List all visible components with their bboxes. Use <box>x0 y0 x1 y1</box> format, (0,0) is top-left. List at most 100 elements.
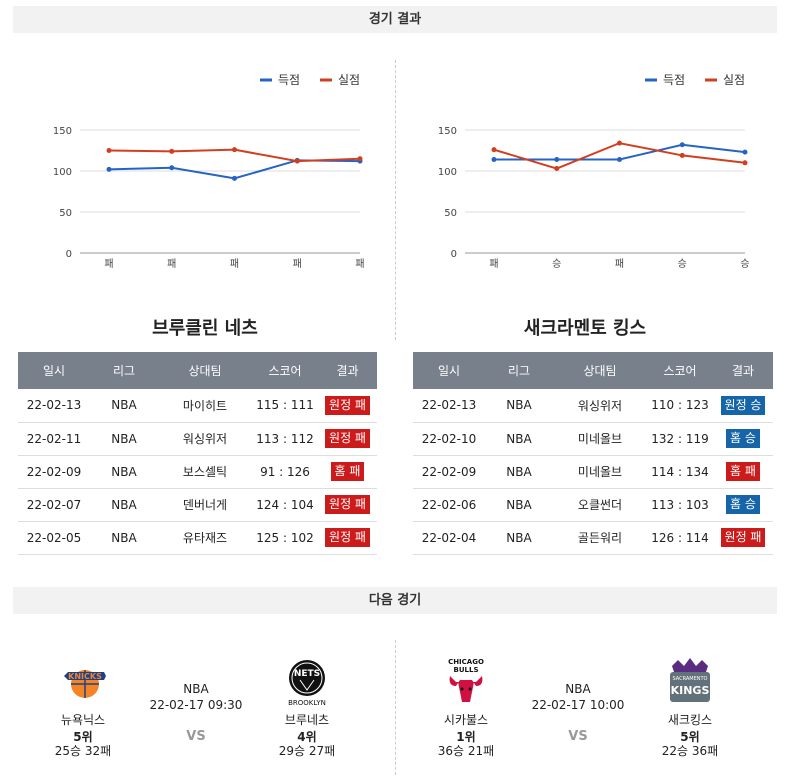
data-point-scored <box>742 149 748 155</box>
data-point-conceded <box>617 140 622 146</box>
chart-legend: 득점 실점 <box>260 73 360 87</box>
data-point-conceded <box>232 147 237 153</box>
home-team-record: 36승 21패 <box>437 744 495 758</box>
table-header: 상대팀 <box>553 352 647 389</box>
table-row: 22-02-11 NBA 워싱위저 113 : 112 원정 패 <box>18 422 377 456</box>
x-tick-label: 승 <box>678 258 687 270</box>
bulls-logo-text: CHICAGO <box>448 658 484 666</box>
cell-opponent: 워싱위저 <box>158 422 252 456</box>
nets-logo: NETS BROOKLYN <box>288 660 326 707</box>
cell-league: NBA <box>90 521 158 555</box>
team-title-brooklyn: 브루클린 네츠 <box>152 318 258 339</box>
data-point-conceded <box>357 156 363 162</box>
table-header: 결과 <box>713 352 773 389</box>
y-tick-label: 0 <box>66 249 72 260</box>
next-divider <box>395 640 396 775</box>
table-header: 리그 <box>90 352 158 389</box>
table-header: 일시 <box>18 352 90 389</box>
table-header: 일시 <box>413 352 485 389</box>
cell-score: 113 : 103 <box>647 488 713 522</box>
data-point-scored <box>554 157 560 163</box>
table-row: 22-02-07 NBA 덴버너게 124 : 104 원정 패 <box>18 488 377 522</box>
data-point-scored <box>106 166 112 172</box>
away-team-name: 새크킹스 <box>667 713 713 727</box>
svg-text:KNICKS: KNICKS <box>68 672 102 681</box>
y-tick-label: 150 <box>53 126 72 137</box>
result-badge: 홈 승 <box>726 495 760 514</box>
cell-date: 22-02-10 <box>413 422 485 456</box>
table-row: 22-02-10 NBA 미네올브 132 : 119 홈 승 <box>413 422 773 456</box>
result-badge: 원정 패 <box>325 395 370 415</box>
cell-league: NBA <box>485 521 553 555</box>
table-row: 22-02-09 NBA 보스셀틱 91 : 126 홈 패 <box>18 455 377 489</box>
cell-league: NBA <box>485 488 553 522</box>
cell-date: 22-02-13 <box>18 389 90 423</box>
data-point-conceded <box>169 148 175 154</box>
result-badge: 원정 패 <box>325 429 370 448</box>
legend-label-scored: 득점 <box>278 73 300 87</box>
legend-label-scored: 득점 <box>663 73 685 87</box>
bulls-logo-sub: BULLS <box>454 666 479 674</box>
data-point-conceded <box>679 152 685 158</box>
next-section-title: 다음 경기 <box>13 587 777 614</box>
cell-opponent: 미네올브 <box>553 422 647 456</box>
home-team-name: 뉴욕닉스 <box>60 713 106 727</box>
cell-score: 114 : 134 <box>647 455 713 489</box>
home-team-rank: 1위 <box>456 730 476 744</box>
cell-result: 원정 패 <box>318 521 377 555</box>
away-team-rank: 5위 <box>680 730 700 744</box>
cell-result: 원정 패 <box>318 488 377 522</box>
cell-league: NBA <box>485 422 553 456</box>
cell-date: 22-02-13 <box>413 389 485 423</box>
legend-label-conceded: 실점 <box>723 73 745 87</box>
result-badge: 홈 패 <box>330 462 365 481</box>
game-league: NBA <box>183 682 209 696</box>
away-team-record: 29승 27패 <box>278 744 336 758</box>
x-tick-label: 승 <box>740 258 749 270</box>
cell-opponent: 보스셀틱 <box>158 455 252 489</box>
series-line-scored <box>108 159 361 180</box>
cell-score: 113 : 112 <box>252 422 318 456</box>
cell-result: 원정 패 <box>318 422 377 456</box>
table-header: 상대팀 <box>158 352 252 389</box>
chart-sacramento: 득점 실점 0 50 100 150 패 승 패 승 승 <box>438 73 750 270</box>
cell-opponent: 골든워리 <box>553 521 647 555</box>
y-tick-label: 150 <box>438 126 457 137</box>
x-tick-label: 패 <box>167 258 176 270</box>
cell-date: 22-02-06 <box>413 488 485 522</box>
kings-logo: SACRAMENTO KINGS <box>670 658 710 702</box>
data-point-scored <box>232 175 237 181</box>
cell-result: 원정 패 <box>713 521 773 555</box>
cell-date: 22-02-11 <box>18 422 90 456</box>
data-point-conceded <box>491 147 497 153</box>
cell-result: 원정 패 <box>318 389 377 423</box>
data-point-scored <box>491 157 497 163</box>
table-header: 리그 <box>485 352 553 389</box>
x-tick-label: 패 <box>355 258 364 270</box>
away-team-name: 브루네츠 <box>284 713 330 727</box>
table-row: 22-02-13 NBA 워싱위저 110 : 123 원정 승 <box>413 389 773 423</box>
table-header: 결과 <box>318 352 377 389</box>
home-team-name: 시카불스 <box>443 713 489 727</box>
cell-league: NBA <box>90 488 158 522</box>
y-tick-label: 100 <box>53 167 72 178</box>
cell-result: 홈 승 <box>713 488 773 522</box>
data-point-conceded <box>106 148 112 153</box>
y-tick-label: 100 <box>438 167 457 178</box>
chart-legend: 득점 실점 <box>645 73 745 87</box>
vs-label: VS <box>568 729 588 744</box>
table-row: 22-02-09 NBA 미네올브 114 : 134 홈 패 <box>413 455 773 489</box>
bulls-logo: CHICAGO BULLS <box>448 658 484 702</box>
x-tick-label: 패 <box>489 258 498 270</box>
cell-opponent: 미네올브 <box>553 455 647 489</box>
away-team-rank: 4위 <box>297 730 317 744</box>
table-header: 스코어 <box>647 352 713 389</box>
home-team-rank: 5위 <box>73 730 93 744</box>
cell-date: 22-02-04 <box>413 521 485 555</box>
result-badge: 원정 패 <box>325 495 370 514</box>
cell-date: 22-02-09 <box>18 455 90 489</box>
x-tick-label: 패 <box>230 258 239 270</box>
team-title-sacramento: 새크라멘토 킹스 <box>523 318 647 339</box>
game-league: NBA <box>565 682 591 696</box>
cell-date: 22-02-05 <box>18 521 90 555</box>
